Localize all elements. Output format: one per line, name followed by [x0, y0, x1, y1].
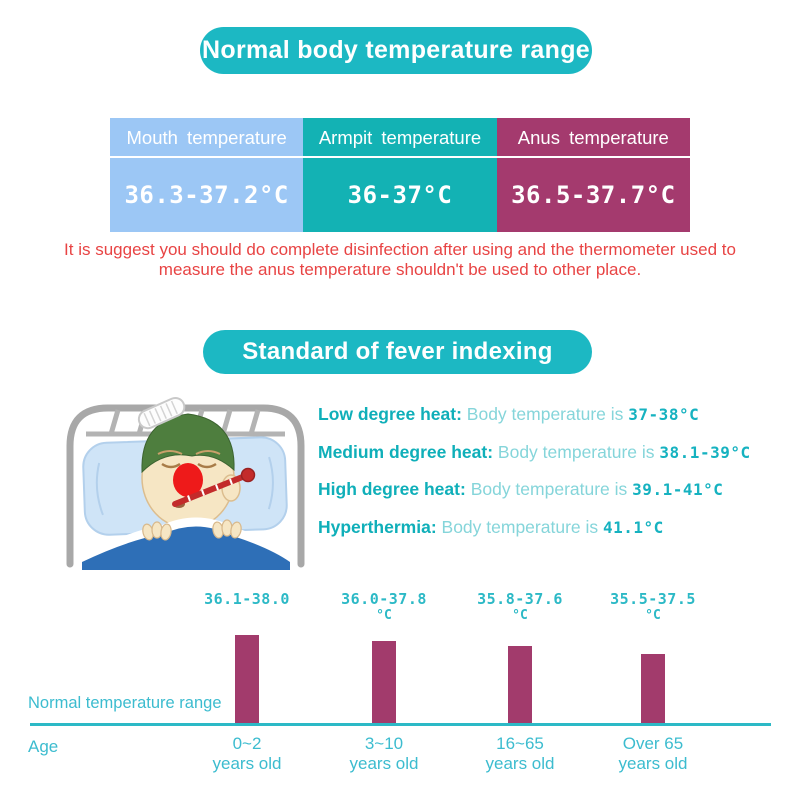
section-title-normal-range: Normal body temperature range: [200, 27, 592, 74]
age-suffix: years old: [485, 754, 555, 773]
fever-level-value: 41.1°C: [603, 517, 664, 537]
age-range: 3~10: [364, 734, 404, 753]
chart-column: 36.1-38.0: [179, 591, 315, 726]
chart-column: 35.8-37.6 °C: [452, 591, 588, 726]
fever-level-text: Body temperature is: [466, 404, 624, 424]
fever-level-label: Hyperthermia:: [318, 516, 437, 537]
fever-row-low: Low degree heat: Body temperature is 37-…: [318, 404, 751, 442]
chart-baseline: [30, 723, 771, 726]
temp-column-value: 36-37°C: [347, 181, 453, 209]
temp-column-header: Anus temperature: [496, 118, 690, 158]
blue-blanket: [82, 526, 290, 570]
fever-level-text: Body temperature is: [470, 479, 628, 499]
fever-level-label: Medium degree heat:: [318, 441, 494, 462]
fever-level-text: Body temperature is: [441, 516, 599, 537]
bar-unit-label: °C: [376, 608, 392, 623]
age-category: 0~2 years old: [179, 734, 315, 774]
temp-column-header: Mouth temperature: [110, 118, 304, 158]
bar-unit-label: °C: [512, 608, 528, 623]
bar-unit-label: [179, 608, 315, 623]
temp-column-anus: Anus temperature 36.5-37.7°C: [496, 118, 690, 232]
temperature-bar: [235, 635, 259, 725]
fever-level-value: 38.1-39°C: [659, 442, 751, 462]
age-suffix: years old: [349, 754, 419, 773]
chart-column: 35.5-37.5 °C: [585, 591, 721, 726]
fever-level-value: 37-38°C: [628, 405, 700, 424]
bar-value-label: 35.5-37.5: [610, 590, 696, 608]
temp-column-mouth: Mouth temperature 36.3-37.2°C: [110, 118, 304, 232]
section-title-fever-indexing: Standard of fever indexing: [203, 330, 592, 374]
fever-index-list: Low degree heat: Body temperature is 37-…: [318, 404, 751, 554]
chart-column: 36.0-37.8 °C: [316, 591, 452, 726]
age-suffix: years old: [212, 754, 282, 773]
fever-level-label: Low degree heat:: [318, 404, 462, 424]
warning-line-1: It is suggest you should do complete dis…: [64, 240, 736, 259]
red-nose: [173, 463, 203, 497]
temperature-bar: [372, 641, 396, 725]
temp-column-header: Armpit temperature: [303, 118, 497, 158]
bed-frame: [66, 404, 305, 568]
fever-level-value: 39.1-41°C: [632, 480, 724, 499]
bar-value-label: 35.8-37.6: [477, 590, 563, 608]
eyebrows: [157, 450, 221, 455]
age-suffix: years old: [618, 754, 688, 773]
fever-level-label: High degree heat:: [318, 479, 466, 499]
age-range: 16~65: [496, 734, 544, 753]
age-category: 16~65 years old: [452, 734, 588, 774]
bar-unit-label: °C: [645, 608, 661, 623]
temp-column-value: 36.5-37.7°C: [511, 181, 676, 209]
temp-column-value: 36.3-37.2°C: [124, 181, 289, 209]
age-range: 0~2: [232, 734, 262, 753]
chart-row-label: Normal temperature range: [28, 694, 222, 712]
fever-row-medium: Medium degree heat: Body temperature is …: [318, 442, 751, 480]
warning-line-2: measure the anus temperature shouldn't b…: [158, 259, 642, 279]
temperature-bar: [641, 654, 665, 725]
bar-value-label: 36.0-37.8: [341, 590, 427, 608]
sick-patient-illustration: [66, 396, 305, 570]
fever-level-text: Body temperature is: [497, 441, 655, 462]
temperature-table: Mouth temperature 36.3-37.2°C Armpit tem…: [110, 118, 690, 232]
age-category: 3~10 years old: [316, 734, 452, 774]
fever-row-high: High degree heat: Body temperature is 39…: [318, 479, 751, 517]
closed-eyes: [161, 462, 217, 469]
temperature-bar: [508, 646, 532, 725]
fever-row-hyperthermia: Hyperthermia: Body temperature is 41.1°C: [318, 517, 751, 555]
age-range: Over 65: [622, 734, 684, 753]
bar-value-label: 36.1-38.0: [204, 590, 290, 608]
patient-hands: [142, 519, 242, 541]
chart-axis-label: Age: [28, 737, 59, 756]
white-sheet: [83, 517, 292, 565]
thermometer: [172, 467, 256, 507]
ice-pack: [137, 396, 186, 430]
temp-column-armpit: Armpit temperature 36-37°C: [303, 118, 497, 232]
age-category: Over 65 years old: [585, 734, 721, 774]
disinfection-warning: It is suggest you should do complete dis…: [0, 240, 800, 279]
